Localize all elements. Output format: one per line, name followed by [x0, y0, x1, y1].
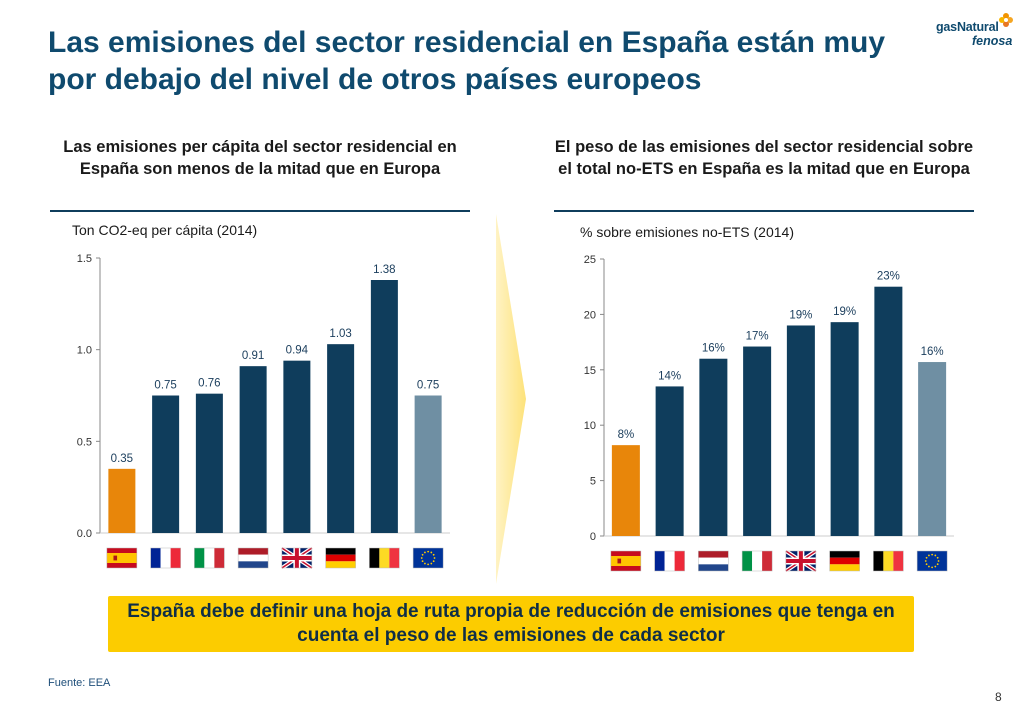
- data-label: 0.75: [417, 380, 439, 392]
- italy-flag-icon: [194, 547, 225, 569]
- bar-francia: [152, 395, 180, 533]
- right-chart-ylabel: % sobre emisiones no-ETS (2014): [580, 224, 794, 240]
- bar-italia: [743, 346, 772, 536]
- page-number: 8: [995, 690, 1002, 704]
- left-chart-title: Las emisiones per cápita del sector resi…: [63, 138, 457, 178]
- netherlands-flag-icon: [237, 547, 269, 569]
- eu-flag-icon: [412, 547, 444, 569]
- company-logo: gasNatural fenosa: [934, 8, 1016, 48]
- chevron-arrow-icon: [496, 214, 526, 584]
- left-bar-chart: 0.0 0.5 1.0 1.5 0.35 0.75 0.76 0.91 0.94 1.03 1.38…: [77, 253, 450, 570]
- belgium-flag-icon: [369, 547, 400, 569]
- italy-flag-icon: [741, 550, 773, 572]
- y-tick-label: 10: [584, 420, 596, 432]
- eu-flag-icon: [916, 550, 948, 572]
- right-bar-chart: 0 5 10 15 20 25 8% 14% 16% 17% 19% 19% 23% 16%: [584, 254, 954, 573]
- data-label: 0.35: [111, 453, 133, 465]
- germany-flag-icon: [325, 547, 356, 569]
- spain-flag-icon: [106, 547, 138, 569]
- y-tick-label: 25: [584, 254, 596, 266]
- logo-line-1: gasNatural: [936, 20, 999, 34]
- right-chart-title: El peso de las emisiones del sector resi…: [554, 138, 974, 178]
- bar-reino-unido: [786, 325, 815, 536]
- france-flag-icon: [150, 547, 181, 569]
- conclusion-callout: España debe definir una hoja de ruta pro…: [108, 596, 914, 652]
- slide-title: Las emisiones del sector residencial en …: [48, 26, 886, 96]
- bar-ue: [414, 395, 442, 533]
- data-label: 19%: [789, 309, 812, 321]
- data-label: 8%: [618, 429, 635, 441]
- data-label: 19%: [833, 306, 856, 318]
- data-label: 16%: [921, 346, 944, 358]
- data-label: 0.76: [198, 378, 220, 390]
- data-label: 1.03: [329, 328, 351, 340]
- bar-países-bajos: [239, 366, 267, 533]
- spain-flag-icon: [610, 550, 642, 572]
- left-divider: [50, 210, 470, 212]
- bar-reino-unido: [283, 360, 311, 533]
- y-tick-label: 15: [584, 365, 596, 377]
- uk-flag-icon: [784, 549, 817, 573]
- data-label: 23%: [877, 271, 900, 283]
- data-label: 1.38: [373, 264, 395, 276]
- data-label: 17%: [746, 331, 769, 343]
- y-tick-label: 20: [584, 309, 596, 321]
- bar-ue: [918, 362, 947, 536]
- source-note: Fuente: EEA: [48, 677, 111, 689]
- belgium-flag-icon: [873, 550, 904, 572]
- data-label: 0.75: [154, 380, 176, 392]
- bar-alemania: [830, 322, 859, 536]
- left-chart-ylabel: Ton CO2-eq per cápita (2014): [72, 222, 258, 238]
- data-label: 16%: [702, 343, 725, 355]
- flower-logo-icon: [999, 13, 1013, 27]
- france-flag-icon: [654, 550, 685, 572]
- y-tick-label: 0.5: [77, 436, 92, 448]
- bar-países-bajos: [699, 358, 728, 536]
- y-tick-label: 0.0: [77, 528, 92, 540]
- right-divider: [554, 210, 974, 212]
- uk-flag-icon: [280, 546, 313, 570]
- germany-flag-icon: [829, 550, 860, 572]
- data-label: 14%: [658, 370, 681, 382]
- logo-line-2: fenosa: [972, 34, 1013, 48]
- y-tick-label: 5: [590, 476, 596, 488]
- y-tick-label: 1.0: [77, 345, 92, 357]
- bar-bélgica: [370, 280, 398, 533]
- bar-alemania: [327, 344, 355, 533]
- netherlands-flag-icon: [698, 550, 729, 572]
- data-label: 0.91: [242, 350, 264, 362]
- bar-españa: [611, 445, 640, 536]
- y-tick-label: 0: [590, 531, 596, 543]
- bar-bélgica: [874, 286, 903, 536]
- bar-españa: [108, 468, 136, 533]
- y-tick-label: 1.5: [77, 253, 92, 265]
- data-label: 0.94: [286, 345, 309, 357]
- bar-italia: [195, 393, 223, 533]
- bar-francia: [655, 386, 684, 536]
